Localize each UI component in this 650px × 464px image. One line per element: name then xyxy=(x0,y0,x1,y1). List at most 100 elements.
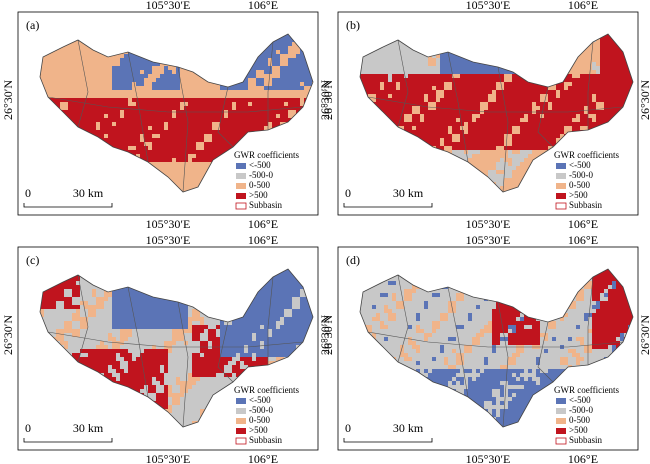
raster-cell xyxy=(76,154,81,159)
raster-cell xyxy=(396,46,401,51)
raster-cell xyxy=(264,50,269,55)
raster-cell xyxy=(280,186,285,191)
raster-cell xyxy=(404,34,409,39)
raster-cell xyxy=(80,50,85,55)
raster-cell xyxy=(40,50,41,55)
raster-cell xyxy=(260,82,265,87)
raster-cell xyxy=(364,86,369,91)
raster-cell xyxy=(312,38,313,43)
raster-cell xyxy=(84,166,89,171)
raster-cell xyxy=(164,142,169,147)
raster-cell xyxy=(192,178,197,183)
raster-cell xyxy=(496,154,501,159)
raster-cell xyxy=(308,34,313,39)
raster-cell xyxy=(40,126,45,131)
raster-cell xyxy=(68,74,73,79)
raster-cell xyxy=(544,190,549,192)
raster-cell xyxy=(384,86,389,91)
raster-cell xyxy=(420,46,425,51)
raster-cell xyxy=(396,142,401,147)
raster-cell xyxy=(500,98,505,103)
raster-cell xyxy=(388,186,393,191)
raster-cell xyxy=(496,62,501,67)
raster-cell xyxy=(196,82,201,87)
raster-cell xyxy=(484,74,489,79)
raster-cell xyxy=(88,82,93,87)
raster-cell xyxy=(280,126,285,131)
raster-cell xyxy=(172,126,177,131)
raster-cell xyxy=(544,102,549,107)
raster-cell xyxy=(40,194,44,198)
raster-cell xyxy=(124,70,129,75)
raster-cell xyxy=(384,142,389,147)
raster-cell xyxy=(48,142,53,147)
raster-cell xyxy=(544,118,549,123)
raster-cell xyxy=(508,130,513,135)
raster-cell xyxy=(180,158,185,163)
raster-cell xyxy=(260,86,265,91)
raster-cell xyxy=(116,182,121,187)
raster-cell xyxy=(156,62,161,67)
raster-cell xyxy=(284,134,289,139)
raster-cell xyxy=(264,118,269,123)
raster-cell xyxy=(536,150,541,155)
raster-cell xyxy=(540,62,545,67)
raster-cell xyxy=(136,162,141,167)
raster-cell xyxy=(280,130,285,135)
raster-cell xyxy=(272,122,277,127)
raster-cell xyxy=(112,46,117,51)
raster-cell xyxy=(436,142,441,147)
raster-cell xyxy=(440,98,445,103)
raster-cell xyxy=(136,62,141,67)
raster-cell xyxy=(364,118,369,123)
raster-cell xyxy=(284,190,289,192)
raster-cell xyxy=(104,78,109,83)
raster-cell xyxy=(176,90,181,95)
raster-cell xyxy=(408,50,413,55)
raster-cell xyxy=(376,34,381,39)
raster-cell xyxy=(68,62,73,67)
raster-cell xyxy=(312,142,313,147)
raster-cell xyxy=(288,38,293,43)
raster-cell xyxy=(384,74,389,79)
raster-cell xyxy=(476,38,481,43)
raster-cell xyxy=(276,70,281,75)
raster-cell xyxy=(216,190,221,192)
raster-cell xyxy=(436,34,441,39)
raster-cell xyxy=(108,194,112,198)
raster-cell xyxy=(400,142,405,147)
raster-cell xyxy=(260,38,265,43)
raster-cell xyxy=(476,178,481,183)
raster-cell xyxy=(300,42,305,47)
raster-cell xyxy=(468,34,473,35)
raster-cell xyxy=(496,122,501,127)
raster-cell xyxy=(264,34,269,35)
raster-cell xyxy=(188,86,193,91)
raster-cell xyxy=(272,70,277,75)
raster-cell xyxy=(304,130,309,135)
raster-cell xyxy=(412,78,417,83)
raster-cell xyxy=(440,142,445,147)
raster-cell xyxy=(96,146,101,151)
raster-cell xyxy=(392,162,397,167)
raster-cell xyxy=(528,50,533,55)
raster-cell xyxy=(396,178,401,183)
raster-cell xyxy=(60,170,65,175)
raster-cell xyxy=(368,54,373,59)
raster-cell xyxy=(40,74,45,79)
raster-cell xyxy=(208,142,213,147)
raster-cell xyxy=(372,94,377,99)
raster-cell xyxy=(480,106,485,111)
raster-cell xyxy=(448,174,453,179)
raster-cell xyxy=(216,150,221,155)
raster-cell xyxy=(244,46,249,51)
raster-cell xyxy=(268,46,273,51)
raster-cell xyxy=(48,82,53,87)
raster-cell xyxy=(520,174,525,179)
raster-cell xyxy=(192,194,196,198)
raster-cell xyxy=(144,134,149,139)
raster-cell xyxy=(464,174,469,179)
raster-cell xyxy=(180,38,185,43)
raster-cell xyxy=(100,82,105,87)
raster-cell xyxy=(220,90,225,95)
